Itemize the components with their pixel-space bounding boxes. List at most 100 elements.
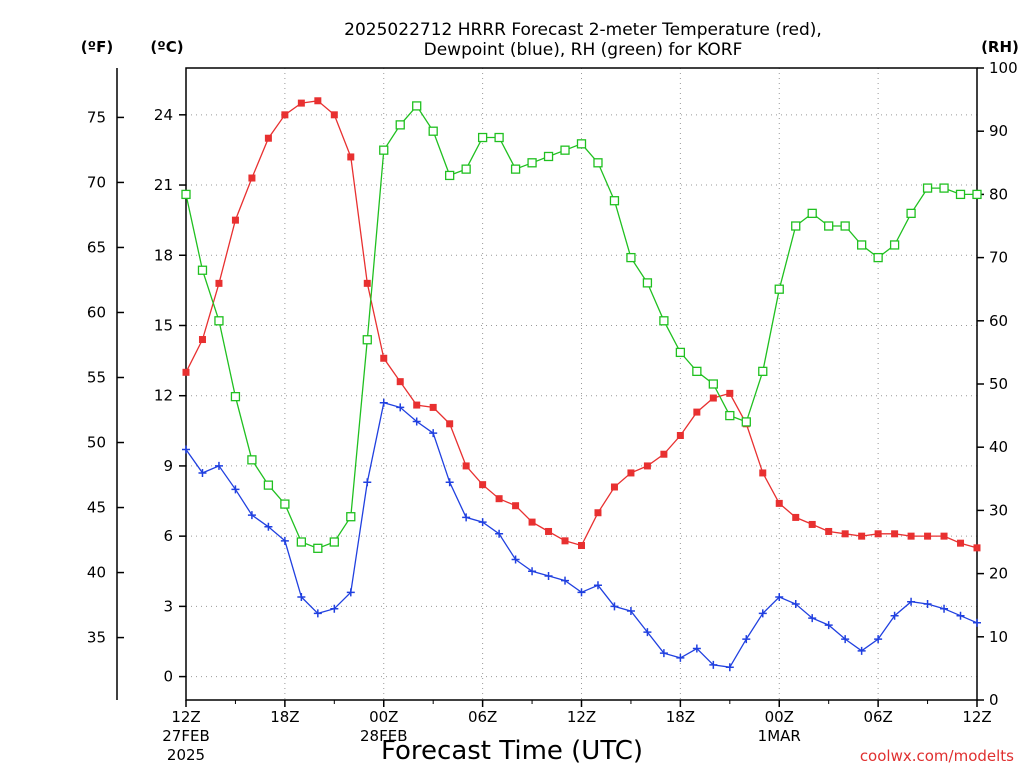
temperature-point xyxy=(627,469,635,477)
fahrenheit-tick-label: 55 xyxy=(87,368,106,386)
fahrenheit-tick-label: 65 xyxy=(87,238,106,256)
rh-point xyxy=(955,189,966,200)
dewpoint-point xyxy=(511,555,520,564)
temperature-point xyxy=(924,532,932,540)
temperature-point xyxy=(495,495,503,503)
rh-point xyxy=(741,417,751,427)
rh-point xyxy=(840,221,850,231)
rh-point xyxy=(313,543,323,553)
rh-line xyxy=(185,104,977,549)
temperature-point xyxy=(825,527,833,535)
dewpoint-point xyxy=(659,649,668,658)
rh-tick-label: 40 xyxy=(989,438,1008,456)
dewpoint-point xyxy=(742,635,751,644)
rh-point xyxy=(510,164,521,174)
temperature-point xyxy=(660,450,668,458)
dewpoint-point xyxy=(462,513,471,522)
rh-point xyxy=(824,221,834,231)
dewpoint-point xyxy=(363,478,372,487)
temperature-point xyxy=(231,216,239,224)
x-tick-date-label: 1MAR xyxy=(758,727,801,745)
dewpoint-point xyxy=(182,445,190,454)
x-tick-label: 12Z xyxy=(171,708,200,726)
dewpoint-point xyxy=(709,660,718,669)
rh-point xyxy=(197,265,208,275)
fahrenheit-tick-label: 70 xyxy=(87,173,106,191)
rh-point xyxy=(379,145,389,155)
rh-point xyxy=(296,537,307,547)
temperature-point xyxy=(973,544,981,552)
celsius-tick-label: 24 xyxy=(154,106,173,124)
x-tick-label: 06Z xyxy=(863,708,892,726)
temperature-line xyxy=(185,100,978,549)
dewpoint-point xyxy=(841,635,850,644)
x-axis-label: Forecast Time (UTC) xyxy=(381,736,643,766)
rh-point xyxy=(791,221,801,231)
dewpoint-point xyxy=(676,653,685,662)
celsius-tick-label: 9 xyxy=(163,457,173,475)
chart-title-line2: Dewpoint (blue), RH (green) for KORF xyxy=(424,40,743,60)
dewpoint-point xyxy=(890,611,899,620)
rh-point xyxy=(477,132,488,143)
celsius-tick-label: 0 xyxy=(163,668,173,686)
rh-point xyxy=(329,537,339,547)
rh-point xyxy=(280,499,290,509)
rh-point xyxy=(642,278,653,288)
celsius-tick-label: 12 xyxy=(154,387,173,405)
data-series xyxy=(181,97,982,672)
rh-tick-label: 80 xyxy=(989,185,1008,203)
rh-point xyxy=(708,379,718,389)
dewpoint-point xyxy=(907,597,916,606)
rh-point xyxy=(346,512,356,522)
temperature-point xyxy=(709,394,717,402)
temperature-point xyxy=(676,431,684,439)
temperature-point xyxy=(610,483,618,491)
grid-lines xyxy=(186,68,977,700)
dewpoint-point xyxy=(429,429,438,438)
temperature-point xyxy=(297,99,305,107)
temperature-point xyxy=(726,389,734,397)
temperature-point xyxy=(363,279,371,287)
rh-point xyxy=(428,126,438,136)
temperature-point xyxy=(841,530,849,538)
temperature-point xyxy=(891,530,899,538)
dewpoint-point xyxy=(923,600,932,609)
dewpoint-point xyxy=(198,468,207,477)
dewpoint-point xyxy=(857,646,866,655)
dewpoint-point xyxy=(775,593,784,602)
rh-tick-label: 90 xyxy=(989,122,1008,140)
temperature-point xyxy=(759,469,767,477)
temperature-point xyxy=(561,537,569,545)
dewpoint-point xyxy=(214,461,223,470)
rh-point xyxy=(412,101,422,111)
celsius-tick-label: 15 xyxy=(154,316,173,334)
rh-point xyxy=(856,240,867,250)
dewpoint-point xyxy=(725,663,734,672)
x-tick-label: 00Z xyxy=(765,708,794,726)
rh-tick-label: 100 xyxy=(989,59,1018,77)
dewpoint-point xyxy=(297,593,306,602)
dewpoint-point xyxy=(593,581,602,590)
dewpoint-point xyxy=(478,518,487,527)
x-tick-label: 12Z xyxy=(962,708,991,726)
temperature-point xyxy=(396,378,404,386)
temperature-point xyxy=(429,403,437,411)
dewpoint-point xyxy=(791,600,800,609)
rh-point xyxy=(758,366,768,377)
temperature-point xyxy=(330,111,338,119)
fahrenheit-tick-label: 45 xyxy=(87,499,106,517)
temperature-point xyxy=(957,539,965,547)
rh-point xyxy=(626,252,636,263)
rh-tick-label: 50 xyxy=(989,375,1008,393)
rh-point xyxy=(939,183,949,193)
rh-point xyxy=(692,366,702,377)
temperature-point xyxy=(182,368,190,376)
fahrenheit-tick-label: 75 xyxy=(87,108,106,126)
temperature-point xyxy=(940,532,948,540)
dewpoint-point xyxy=(346,588,355,597)
dewpoint-point xyxy=(758,609,767,618)
dewpoint-point xyxy=(940,604,949,613)
dewpoint-point xyxy=(528,567,537,576)
